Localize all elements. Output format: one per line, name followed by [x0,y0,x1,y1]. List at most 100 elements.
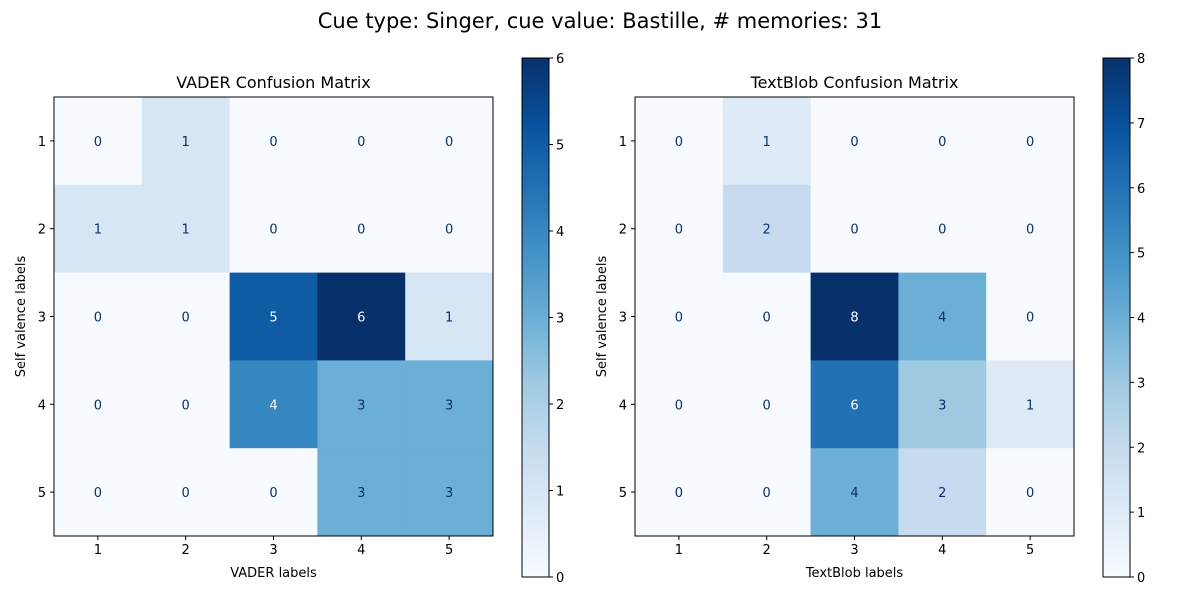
colorbar-tick-label: 5 [1137,247,1145,262]
colorbar-tick-label: 4 [1137,312,1145,327]
cell-r4-c3 [229,360,318,449]
y-tick-label: 3 [38,311,46,326]
cell-r4-c3 [810,360,899,449]
cell-value-r3-c3: 8 [850,311,858,326]
cell-r2-c5 [405,184,494,274]
cell-r1-c2 [722,97,812,186]
cell-r4-c1 [635,360,724,449]
cell-value-r3-c5: 1 [445,311,453,326]
y-tick-label: 5 [38,486,46,501]
colorbar-tick-label: 2 [556,398,564,413]
cell-value-r3-c1: 0 [675,311,683,326]
colorbar-tick-label: 0 [556,571,564,586]
cell-value-r5-c1: 0 [94,486,102,501]
cell-value-r4-c5: 3 [445,398,453,413]
cell-value-r5-c5: 3 [445,486,453,501]
cell-value-r4-c2: 0 [763,398,771,413]
x-tick-label: 1 [94,543,102,558]
cell-r2-c2 [141,184,231,274]
colorbar-tick-label: 3 [1137,376,1145,391]
cell-value-r5-c5: 0 [1026,486,1034,501]
cell-value-r4-c3: 6 [850,398,858,413]
cell-r2-c3 [229,184,318,274]
cell-r5-c3 [810,448,899,537]
cell-r3-c3 [810,272,899,361]
cell-r3-c1 [54,272,143,361]
cell-r1-c5 [986,97,1075,186]
x-tick-label: 5 [1026,543,1034,558]
x-tick-label: 3 [850,543,858,558]
cell-value-r5-c3: 0 [269,486,277,501]
cell-r1-c3 [810,97,899,186]
y-tick-label: 4 [619,398,627,413]
y-tick-label: 2 [619,223,627,238]
y-tick-label: 5 [619,486,627,501]
cell-r1-c4 [898,97,987,186]
cell-value-r1-c4: 0 [357,135,365,150]
cell-r3-c4 [317,272,406,361]
cell-value-r4-c1: 0 [675,398,683,413]
x-axis-label: VADER labels [230,566,317,581]
panel-title: VADER Confusion Matrix [176,73,371,92]
cell-r5-c4 [317,448,406,537]
cell-r4-c5 [986,360,1075,449]
cell-value-r2-c2: 2 [763,223,771,238]
cell-r2-c3 [810,184,899,274]
cell-value-r1-c4: 0 [938,135,946,150]
cell-value-r4-c2: 0 [182,398,190,413]
colorbar [521,57,550,578]
cell-value-r2-c1: 1 [94,223,102,238]
panel-title: TextBlob Confusion Matrix [750,73,959,92]
colorbar-tick-label: 6 [1137,182,1145,197]
cell-r3-c5 [986,272,1075,361]
x-tick-label: 5 [445,543,453,558]
colorbar-tick-label: 7 [1137,117,1145,132]
cell-r5-c2 [141,448,231,537]
cell-r2-c2 [722,184,812,274]
cell-value-r5-c4: 3 [357,486,365,501]
cell-r2-c4 [317,184,406,274]
colorbar-tick-label: 4 [556,225,564,240]
cell-value-r1-c2: 1 [182,135,190,150]
textblob-confusion-matrix: TextBlob Confusion Matrix 0 1 0 0 0 0 2 0 0 0 0 0 8 4 0… [595,52,1145,586]
cell-value-r2-c2: 1 [182,223,190,238]
y-tick-label: 3 [619,311,627,326]
x-tick-label: 2 [182,543,190,558]
y-tick-label: 4 [38,398,46,413]
cell-value-r3-c5: 0 [1026,311,1034,326]
cell-value-r4-c4: 3 [357,398,365,413]
cell-r5-c3 [229,448,318,537]
x-tick-label: 1 [675,543,683,558]
cell-r3-c2 [722,272,812,361]
cell-r3-c2 [141,272,231,361]
cell-r4-c1 [54,360,143,449]
cell-value-r5-c1: 0 [675,486,683,501]
cell-value-r3-c4: 6 [357,311,365,326]
colorbar-tick-label: 1 [1137,506,1145,521]
cell-value-r2-c3: 0 [850,223,858,238]
x-tick-label: 4 [938,543,946,558]
cell-r4-c2 [722,360,812,449]
cell-r2-c1 [635,184,724,274]
colorbar-tick-label: 1 [556,485,564,500]
cell-value-r1-c5: 0 [1026,135,1034,150]
cell-r1-c3 [229,97,318,186]
colorbar-tick-label: 6 [556,52,564,67]
cell-r5-c4 [898,448,987,537]
y-axis-label: Self valence labels [595,255,610,377]
cell-r1-c4 [317,97,406,186]
cell-value-r4-c3: 4 [269,398,277,413]
cell-value-r1-c1: 0 [675,135,683,150]
y-tick-label: 1 [619,135,627,150]
cell-value-r5-c4: 2 [938,486,946,501]
cell-r5-c5 [986,448,1075,537]
colorbar-tick-label: 8 [1137,52,1145,67]
cell-r2-c4 [898,184,987,274]
cell-value-r2-c5: 0 [445,223,453,238]
cell-value-r1-c5: 0 [445,135,453,150]
cell-value-r3-c3: 5 [269,311,277,326]
cell-r3-c1 [635,272,724,361]
cell-value-r5-c2: 0 [182,486,190,501]
cell-value-r4-c1: 0 [94,398,102,413]
